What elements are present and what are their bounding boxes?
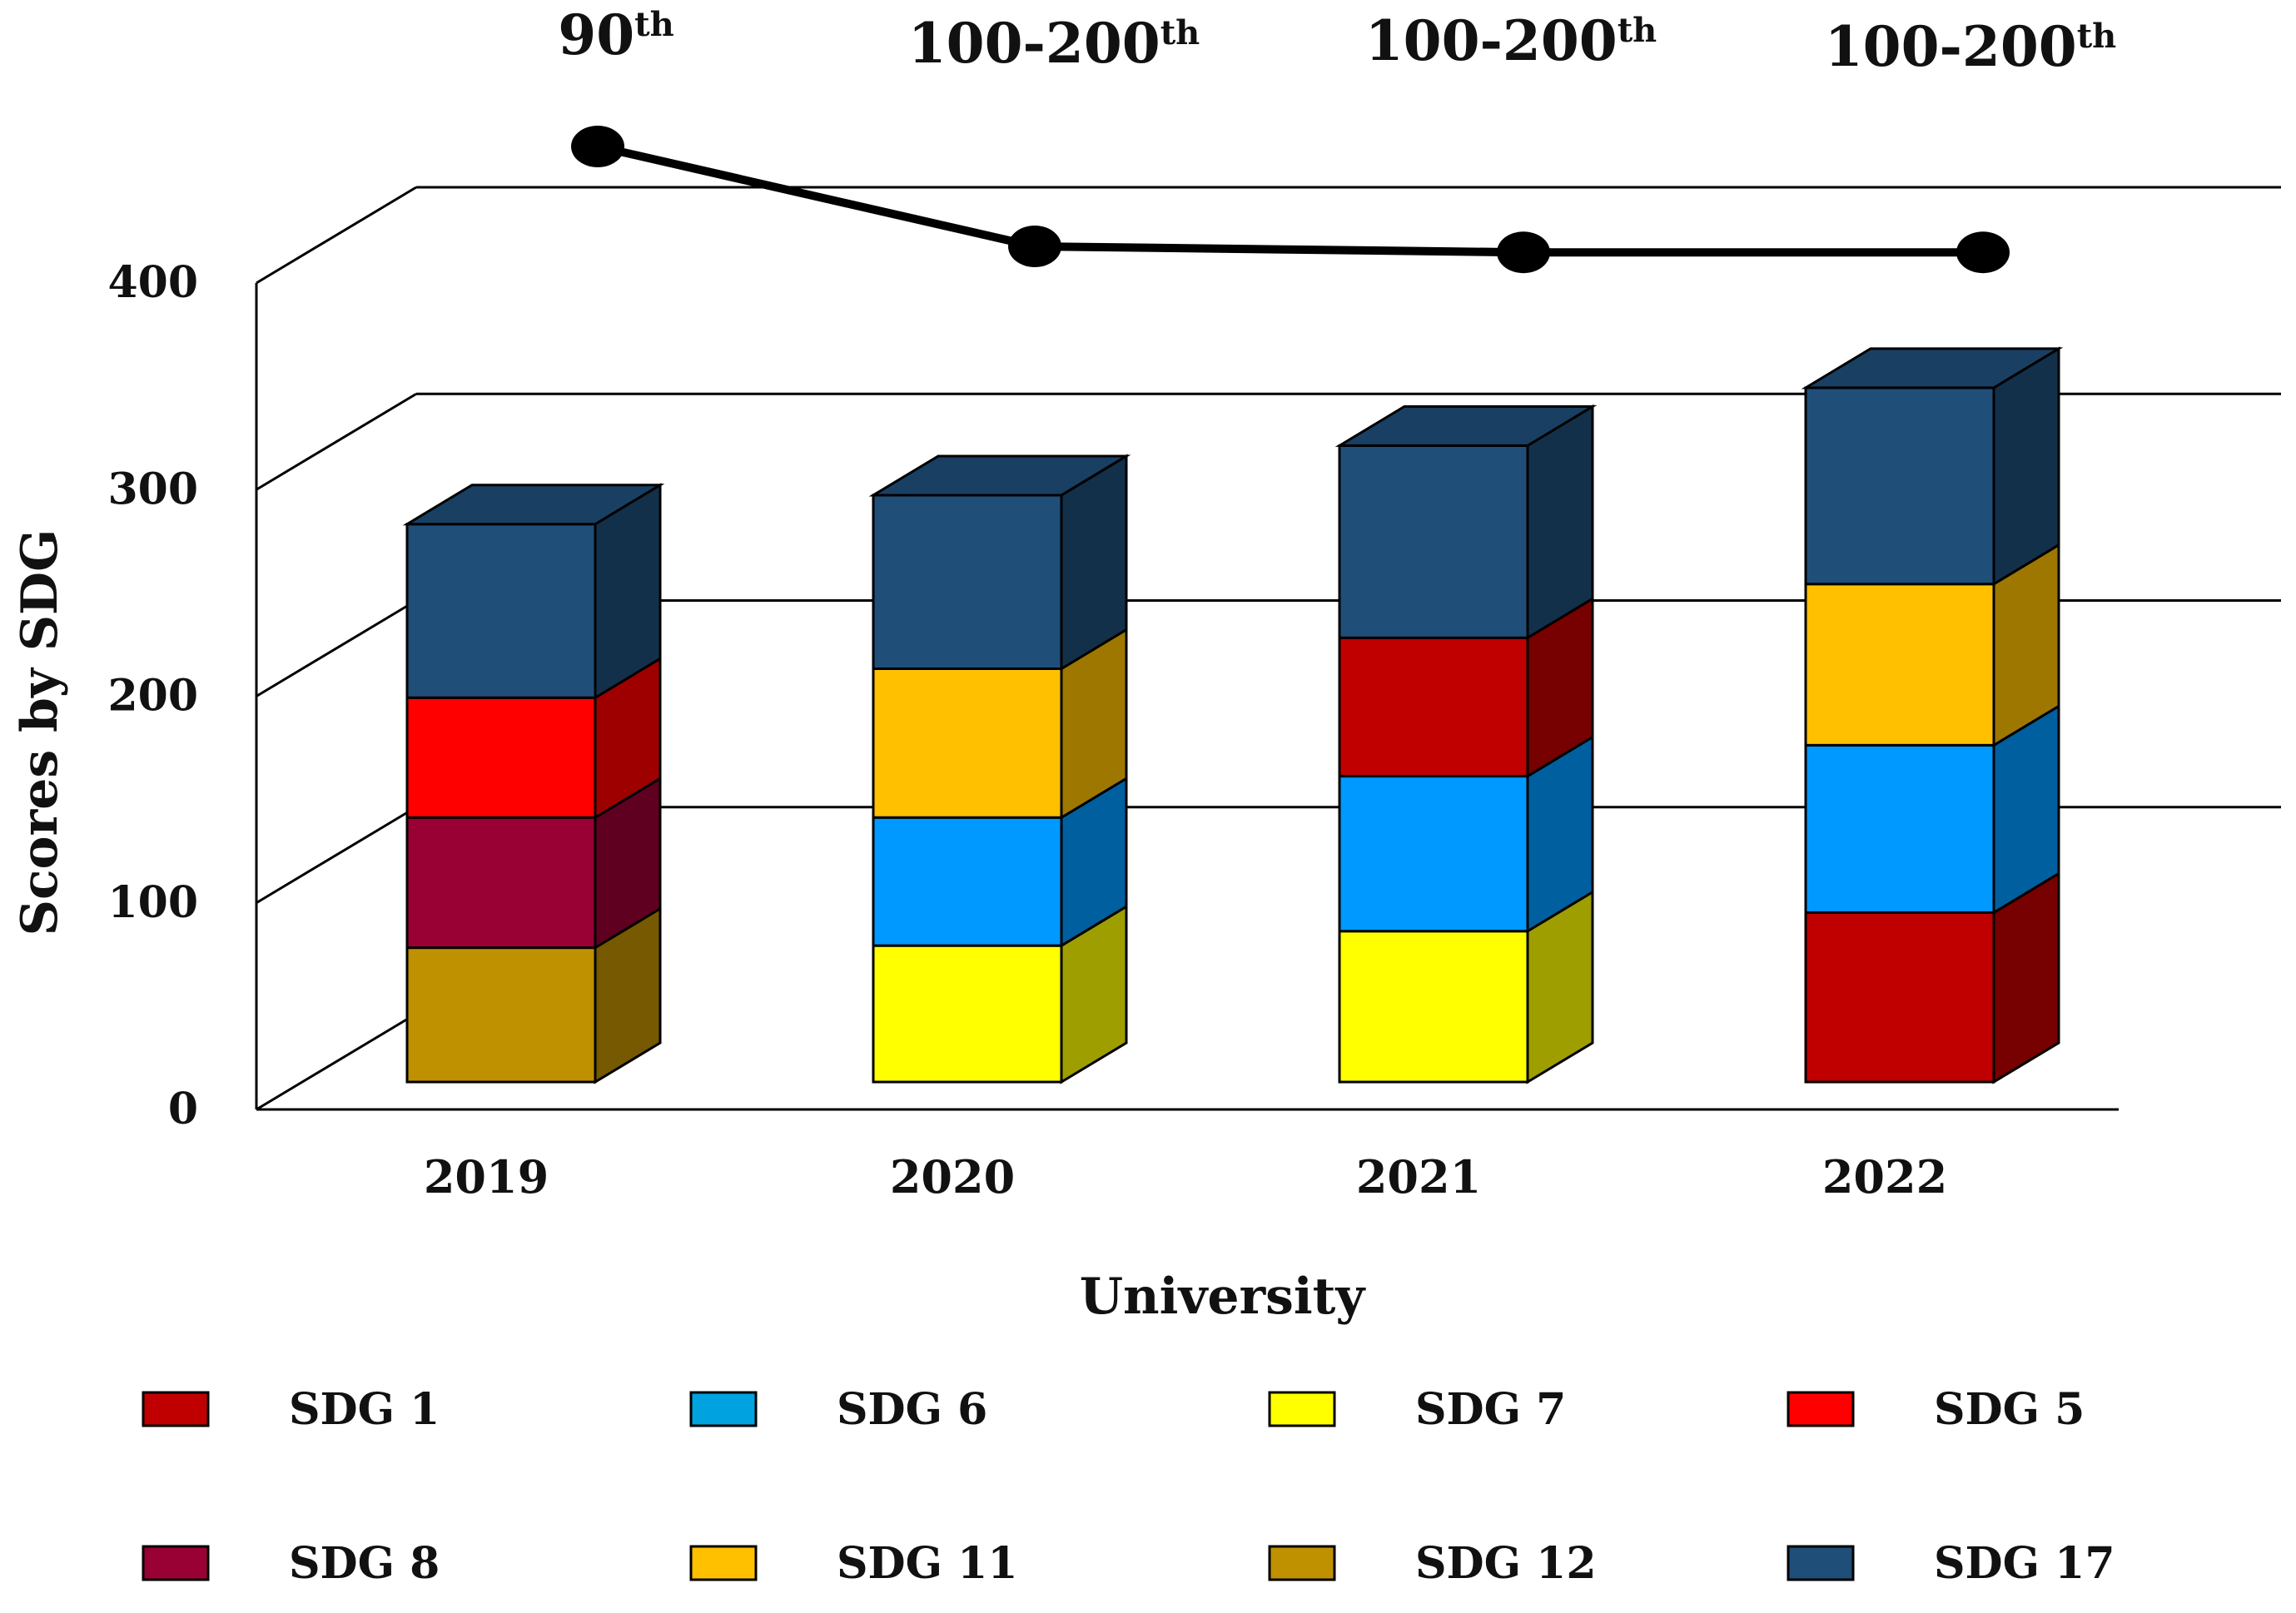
bar-top-face	[1801, 347, 2064, 390]
x-tick-label: 2019	[424, 1150, 549, 1204]
y-tick-label: 300	[107, 464, 198, 514]
legend-label: SDG 17	[1934, 1538, 2115, 1589]
legend-label: SDG 1	[289, 1384, 440, 1435]
bar-top-face	[402, 484, 665, 526]
bar-segment-sdg-1	[1804, 911, 1995, 1084]
legend: SDG 1 SDG 6 SDG 7 SDG 5 SDG 8 SDG 11 SDG 12 SDG…	[142, 1384, 2115, 1589]
bar-segment-sdg-11	[1804, 583, 1995, 747]
ranking-label: 100-200th	[1825, 14, 2117, 79]
legend-label: SDG 6	[837, 1384, 987, 1435]
bar-segment-sdg-7	[872, 944, 1063, 1084]
x-tick-label: 2021	[1356, 1150, 1481, 1204]
bar-segment-sdg-17	[1804, 386, 1995, 586]
bar-segment-sdg-17	[872, 494, 1063, 670]
legend-swatch	[689, 1545, 758, 1581]
bar-stack-2020	[868, 454, 1131, 1084]
legend-swatch	[1787, 1545, 1855, 1581]
bar-segment-side	[1992, 346, 2060, 587]
bar-stack-2022	[1801, 346, 2064, 1084]
legend-label: SDG 8	[289, 1538, 440, 1589]
gridline-diagonal	[256, 806, 417, 905]
legend-swatch	[1787, 1391, 1855, 1427]
y-tick-label: 0	[168, 1084, 198, 1134]
x-axis-title: University	[1080, 1268, 1367, 1326]
y-tick-label: 400	[107, 257, 198, 308]
x-tick-label: 2020	[890, 1150, 1015, 1204]
legend-swatch	[689, 1391, 758, 1427]
ranking-point	[1008, 226, 1061, 267]
ranking-polyline	[596, 142, 1983, 257]
ranking-line	[571, 126, 2010, 274]
gridline-diagonal	[256, 1012, 417, 1111]
ranking-label: 100-200th	[1365, 8, 1657, 73]
bar-segment-sdg-11	[872, 668, 1063, 819]
bar-segment-sdg-6	[872, 816, 1063, 947]
legend-label: SDG 5	[1934, 1384, 2085, 1435]
bar-segment-sdg-1	[1338, 636, 1529, 778]
stacked-bars	[402, 346, 2064, 1084]
y-tick-label: 100	[107, 877, 198, 928]
bar-segment-sdg-8	[405, 816, 597, 950]
legend-swatch	[142, 1391, 210, 1427]
bar-stack-2021	[1334, 404, 1598, 1084]
axes	[255, 283, 2119, 1111]
ranking-label: 90th	[558, 2, 673, 67]
gridline-diagonal	[256, 599, 417, 697]
chart-labels: 0 100 200 300 400 2019 2020 2021 2022 90th 100-200…	[11, 2, 2116, 1326]
legend-swatch	[142, 1545, 210, 1581]
ranking-point	[1497, 231, 1550, 274]
legend-label: SDG 11	[837, 1538, 1018, 1589]
legend-swatch	[1268, 1391, 1336, 1427]
bar-segment-sdg-7	[1338, 930, 1529, 1084]
bar-segment-sdg-17	[405, 523, 597, 699]
ranking-point	[571, 126, 624, 167]
legend-label: SDG 12	[1415, 1538, 1597, 1589]
y-axis-title: Scores by SDG	[11, 529, 69, 936]
bar-segment-sdg-6	[1804, 743, 1995, 914]
x-tick-label: 2022	[1822, 1150, 1947, 1204]
bar-stack-2019	[402, 483, 665, 1084]
legend-swatch	[1268, 1545, 1336, 1581]
gridline-diagonal	[256, 186, 417, 285]
gridline-diagonal	[256, 392, 417, 491]
bar-segment-sdg-6	[1338, 775, 1529, 933]
bar-top-face	[1334, 404, 1598, 447]
bar-top-face	[868, 454, 1131, 497]
bar-segment-sdg-5	[405, 696, 597, 819]
ranking-point	[1956, 231, 2010, 274]
ranking-label: 100-200th	[908, 11, 1200, 76]
bar-segment-sdg-17	[1338, 444, 1529, 639]
bar-segment-sdg-12	[405, 946, 597, 1084]
legend-label: SDG 7	[1415, 1384, 1566, 1435]
y-tick-label: 200	[107, 671, 198, 722]
